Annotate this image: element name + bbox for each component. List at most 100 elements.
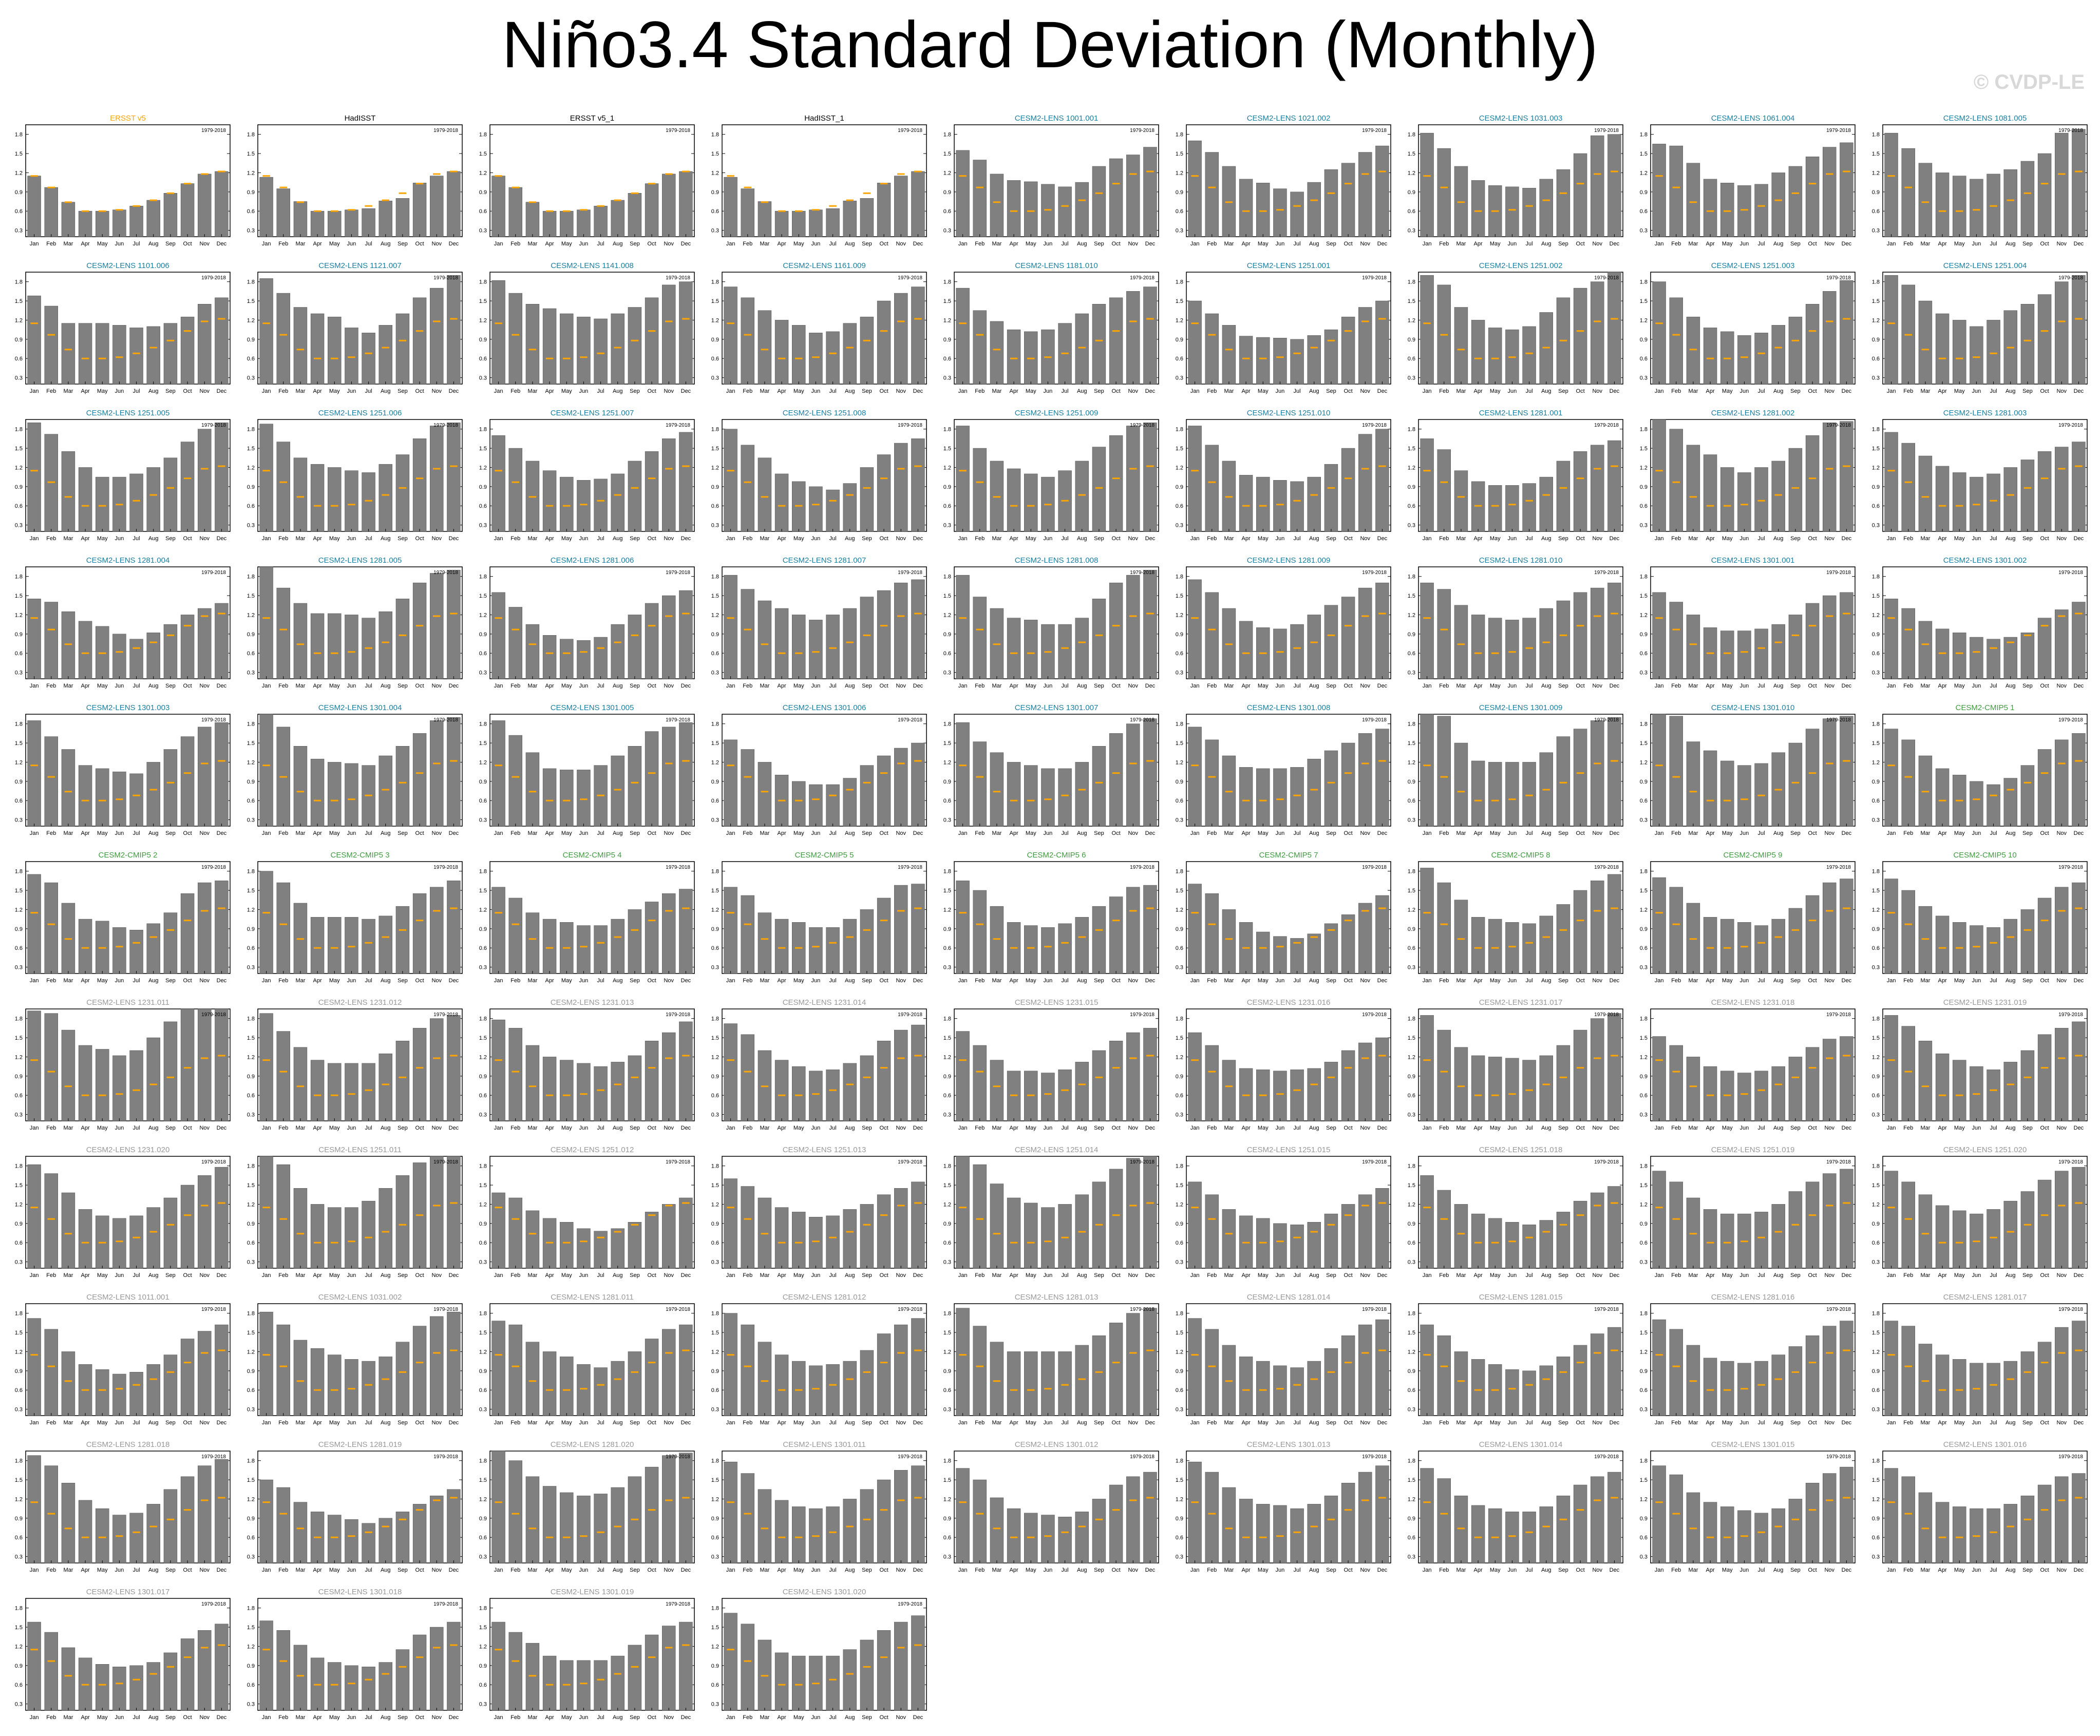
y-tick-label: 0.6 xyxy=(943,651,951,657)
panel: CESM2-LENS 1251.0080.30.60.91.21.51.8Jan… xyxy=(711,409,927,542)
bar xyxy=(96,323,109,385)
x-tick-label: Nov xyxy=(664,830,674,836)
y-tick-label: 1.2 xyxy=(711,465,719,471)
bar xyxy=(1205,152,1219,237)
x-tick-label: Mar xyxy=(1920,830,1930,836)
x-tick-label: Mar xyxy=(1688,241,1698,247)
bar xyxy=(1935,915,1950,974)
x-tick-label: Jan xyxy=(1655,830,1664,836)
x-tick-label: Dec xyxy=(217,978,227,984)
bar xyxy=(310,1204,325,1269)
y-tick-label: 0.9 xyxy=(247,1074,255,1080)
y-tick-label: 0.9 xyxy=(479,1074,487,1080)
bar xyxy=(379,1053,392,1121)
panel-frame xyxy=(1650,272,1856,385)
bar xyxy=(1771,1066,1785,1121)
panel: CESM2-LENS 1231.0180.30.60.91.21.51.8Jan… xyxy=(1640,998,1856,1131)
bar xyxy=(328,917,342,974)
x-tick-label: Jul xyxy=(1990,388,1997,394)
bar xyxy=(1953,633,1966,679)
x-tick-label: Nov xyxy=(1128,830,1138,836)
x-tick-label: Jul xyxy=(1062,1272,1069,1279)
x-tick-label: Jul xyxy=(1062,1125,1069,1131)
bar xyxy=(1075,762,1089,827)
bar xyxy=(447,1156,461,1269)
x-tick-label: Sep xyxy=(1558,536,1568,542)
bar xyxy=(1539,476,1553,532)
period-label: 1979-2018 xyxy=(898,128,922,133)
bar xyxy=(491,1019,505,1121)
bar xyxy=(1771,325,1785,385)
x-tick-label: Mar xyxy=(992,1272,1001,1279)
x-tick-label: Aug xyxy=(1077,1125,1087,1131)
y-tick-label: 1.2 xyxy=(479,759,487,766)
bar xyxy=(96,476,109,532)
x-tick-label: May xyxy=(1026,241,1036,247)
bar xyxy=(1703,750,1717,827)
y-tick-label: 0.6 xyxy=(711,208,719,215)
bar xyxy=(1970,326,1983,385)
y-tick-label: 0.6 xyxy=(1176,651,1183,657)
x-tick-label: Oct xyxy=(880,388,888,394)
bar xyxy=(1307,1222,1321,1269)
x-tick-label: Jan xyxy=(262,388,271,394)
panel-title: CESM2-CMIP5 8 xyxy=(1491,851,1550,860)
bar xyxy=(1953,1060,1966,1121)
x-tick-label: Jun xyxy=(1972,830,1981,836)
bar xyxy=(1556,736,1571,827)
y-tick-label: 0.9 xyxy=(479,926,487,932)
y-tick-label: 1.8 xyxy=(479,279,487,285)
bar xyxy=(259,714,273,827)
x-tick-label: May xyxy=(97,241,108,247)
bar xyxy=(577,316,591,385)
x-tick-label: Feb xyxy=(1439,830,1449,836)
bar xyxy=(96,1049,109,1121)
y-tick-label: 0.9 xyxy=(1640,926,1648,932)
bar xyxy=(1488,1057,1502,1121)
x-tick-label: Dec xyxy=(1377,241,1388,247)
x-tick-label: Apr xyxy=(313,536,322,542)
bar xyxy=(1652,877,1666,974)
x-tick-label: Dec xyxy=(1610,388,1620,394)
bar xyxy=(379,1188,392,1269)
x-tick-label: Dec xyxy=(913,683,923,689)
y-tick-label: 1.8 xyxy=(1408,721,1415,728)
y-tick-label: 0.3 xyxy=(479,228,487,234)
bar xyxy=(1591,587,1604,679)
x-tick-label: Dec xyxy=(1377,1272,1388,1279)
x-tick-label: Aug xyxy=(148,241,159,247)
bar xyxy=(662,595,676,679)
x-tick-label: Jun xyxy=(1508,1272,1517,1279)
bar xyxy=(1652,1171,1666,1269)
y-tick-label: 0.6 xyxy=(1408,1240,1415,1246)
bar xyxy=(1703,1209,1717,1269)
x-tick-label: Jan xyxy=(1190,978,1200,984)
y-tick-label: 0.9 xyxy=(15,189,23,196)
bar xyxy=(395,313,410,385)
bar xyxy=(1437,1190,1451,1269)
x-tick-label: Jul xyxy=(1294,830,1301,836)
bar xyxy=(215,422,229,532)
x-tick-label: May xyxy=(1722,388,1733,394)
x-tick-label: Nov xyxy=(199,388,210,394)
x-tick-label: May xyxy=(1490,830,1501,836)
panel-frame xyxy=(1650,1156,1856,1269)
x-tick-label: Apr xyxy=(81,1125,90,1131)
panel-title: CESM2-CMIP5 3 xyxy=(330,851,389,860)
y-tick-label: 0.3 xyxy=(1872,1260,1880,1266)
x-tick-label: Jul xyxy=(133,388,140,394)
bar xyxy=(259,566,273,679)
bar xyxy=(1273,1071,1287,1121)
bar xyxy=(1188,1181,1202,1269)
bar xyxy=(1669,887,1683,974)
panel-title: CESM2-LENS 1281.006 xyxy=(551,556,634,565)
bar xyxy=(2072,1021,2086,1121)
bar xyxy=(1471,615,1485,679)
bar xyxy=(973,1164,987,1269)
bar xyxy=(525,1045,540,1121)
bar xyxy=(112,209,126,237)
panel-frame xyxy=(489,566,695,679)
y-tick-label: 0.6 xyxy=(1640,503,1648,509)
y-tick-label: 1.2 xyxy=(15,465,23,471)
bar xyxy=(1573,451,1587,532)
